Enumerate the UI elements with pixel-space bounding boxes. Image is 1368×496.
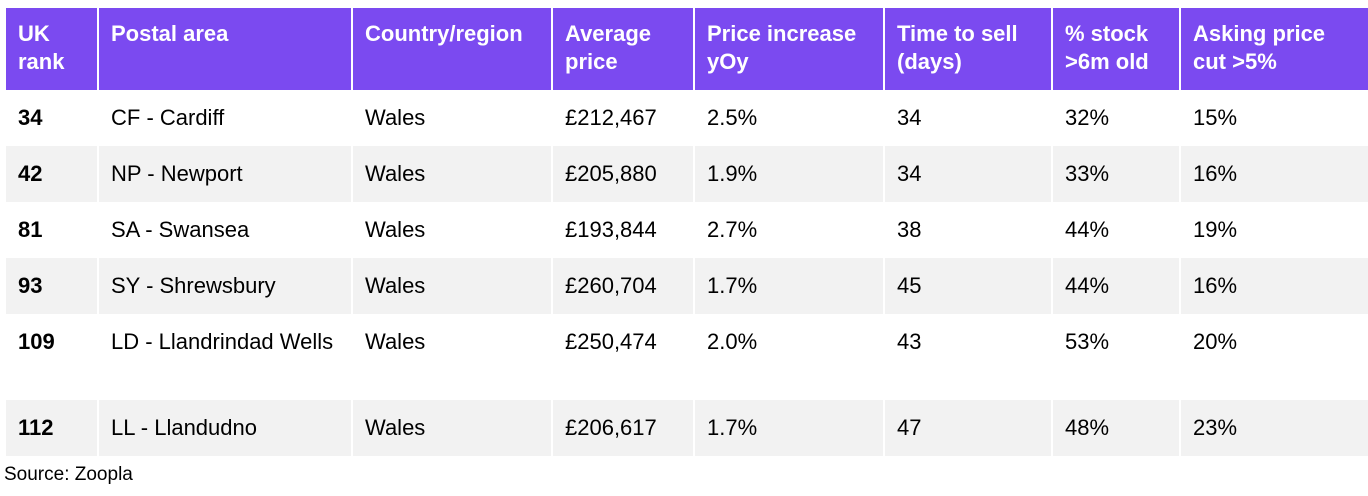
cell-average-price: £260,704	[552, 258, 695, 314]
cell-price-increase: 2.5%	[694, 90, 885, 146]
cell-rank: 109	[6, 314, 99, 400]
cropped-title-fragment	[0, 0, 1368, 8]
cell-average-price: £250,474	[552, 314, 695, 400]
cell-postal-area: SY - Shrewsbury	[98, 258, 353, 314]
header-postal-area: Postal area	[98, 8, 353, 90]
cell-country: Wales	[352, 400, 553, 456]
cell-stock-old: 44%	[1052, 202, 1181, 258]
table-row: 81 SA - Swansea Wales £193,844 2.7% 38 4…	[6, 202, 1368, 258]
cell-time-to-sell: 34	[884, 90, 1053, 146]
cell-average-price: £212,467	[552, 90, 695, 146]
cell-time-to-sell: 38	[884, 202, 1053, 258]
cell-postal-area: CF - Cardiff	[98, 90, 353, 146]
cell-asking-price-cut: 16%	[1180, 146, 1368, 202]
header-uk-rank: UK rank	[6, 8, 99, 90]
table-row: 34 CF - Cardiff Wales £212,467 2.5% 34 3…	[6, 90, 1368, 146]
cell-price-increase: 1.9%	[694, 146, 885, 202]
cell-rank: 34	[6, 90, 99, 146]
cell-rank: 81	[6, 202, 99, 258]
table-row: 112 LL - Llandudno Wales £206,617 1.7% 4…	[6, 400, 1368, 456]
cell-rank: 93	[6, 258, 99, 314]
data-table: UK rank Postal area Country/region Avera…	[6, 8, 1368, 456]
source-note: Source: Zoopla	[4, 464, 133, 485]
cell-time-to-sell: 45	[884, 258, 1053, 314]
table-row: 93 SY - Shrewsbury Wales £260,704 1.7% 4…	[6, 258, 1368, 314]
cell-rank: 42	[6, 146, 99, 202]
cell-asking-price-cut: 15%	[1180, 90, 1368, 146]
cell-price-increase: 1.7%	[694, 258, 885, 314]
cell-asking-price-cut: 23%	[1180, 400, 1368, 456]
cell-postal-area: LL - Llandudno	[98, 400, 353, 456]
cell-time-to-sell: 43	[884, 314, 1053, 400]
header-time-to-sell: Time to sell (days)	[884, 8, 1053, 90]
cell-country: Wales	[352, 202, 553, 258]
cell-average-price: £206,617	[552, 400, 695, 456]
cell-price-increase: 2.7%	[694, 202, 885, 258]
cell-asking-price-cut: 16%	[1180, 258, 1368, 314]
cell-stock-old: 53%	[1052, 314, 1181, 400]
cell-country: Wales	[352, 258, 553, 314]
cell-asking-price-cut: 20%	[1180, 314, 1368, 400]
table-header-row: UK rank Postal area Country/region Avera…	[6, 8, 1368, 90]
header-average-price: Average price	[552, 8, 695, 90]
cell-average-price: £193,844	[552, 202, 695, 258]
cell-price-increase: 1.7%	[694, 400, 885, 456]
table-row: 109 LD - Llandrindad Wells Wales £250,47…	[6, 314, 1368, 400]
cell-country: Wales	[352, 90, 553, 146]
table-row: 42 NP - Newport Wales £205,880 1.9% 34 3…	[6, 146, 1368, 202]
header-stock-old: % stock >6m old	[1052, 8, 1181, 90]
cell-time-to-sell: 34	[884, 146, 1053, 202]
cell-price-increase: 2.0%	[694, 314, 885, 400]
cell-postal-area: LD - Llandrindad Wells	[98, 314, 353, 400]
cell-stock-old: 32%	[1052, 90, 1181, 146]
cell-time-to-sell: 47	[884, 400, 1053, 456]
cell-postal-area: NP - Newport	[98, 146, 353, 202]
cell-stock-old: 48%	[1052, 400, 1181, 456]
header-price-increase: Price increase yOy	[694, 8, 885, 90]
cell-country: Wales	[352, 314, 553, 400]
cell-asking-price-cut: 19%	[1180, 202, 1368, 258]
cell-rank: 112	[6, 400, 99, 456]
cell-postal-area: SA - Swansea	[98, 202, 353, 258]
cell-country: Wales	[352, 146, 553, 202]
header-asking-price-cut: Asking price cut >5%	[1180, 8, 1368, 90]
cell-stock-old: 33%	[1052, 146, 1181, 202]
cell-stock-old: 44%	[1052, 258, 1181, 314]
cell-average-price: £205,880	[552, 146, 695, 202]
header-country-region: Country/region	[352, 8, 553, 90]
